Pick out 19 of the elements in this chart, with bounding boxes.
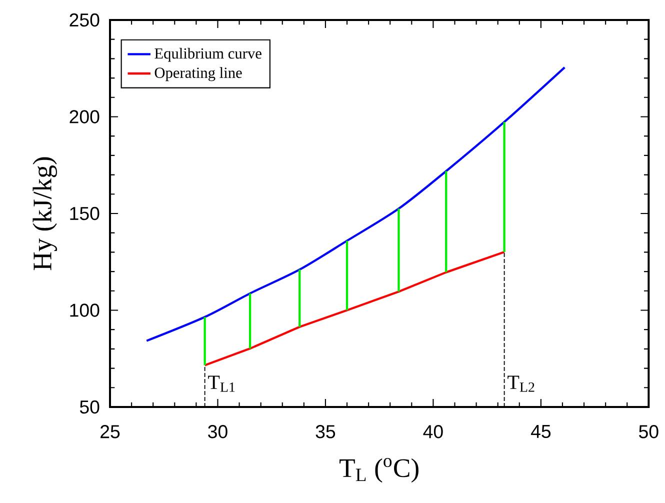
annotation: T$_{L1}$ <box>208 376 235 392</box>
legend-label: Operating line <box>154 67 242 82</box>
x-tick-label: 35 <box>316 425 336 438</box>
line-series <box>204 250 506 366</box>
legend-label: Equlibrium curve <box>154 48 262 62</box>
line-series <box>146 66 566 342</box>
x-tick-label: 50 <box>639 425 658 438</box>
y-axis-title: Hy (kJ/kg) <box>32 157 57 270</box>
x-tick-label: 30 <box>208 425 228 438</box>
y-tick-label: 100 <box>70 304 100 317</box>
y-tick-label: 150 <box>70 206 100 220</box>
y-tick-label: 200 <box>70 110 100 124</box>
x-tick-label: 45 <box>530 425 551 438</box>
x-axis-title: T$_{L}$ ($^{o}$C) <box>340 458 418 483</box>
y-tick-label: 50 <box>80 400 100 414</box>
x-tick-label: 40 <box>423 425 443 438</box>
x-tick-label: 25 <box>100 425 120 438</box>
y-tick-label: 250 <box>70 13 100 27</box>
annotation: T$_{L2}$ <box>508 376 534 392</box>
